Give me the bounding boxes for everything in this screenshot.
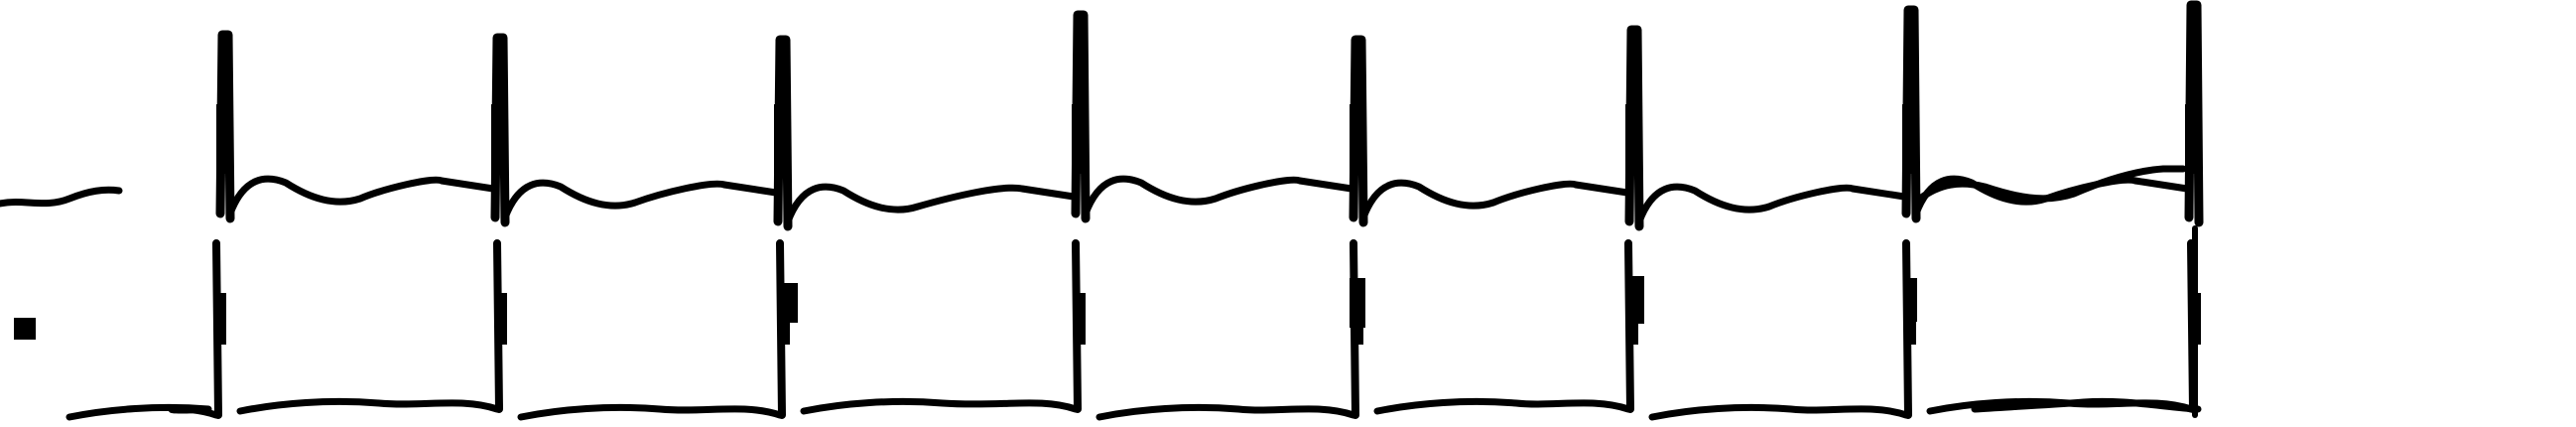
upper-qrs-complex [2185, 104, 2197, 174]
lower-baseline-segment [65, 403, 220, 421]
upper-t-wave [784, 183, 1078, 225]
lower-baseline-segment [517, 403, 784, 421]
upper-qrs-complex [1072, 104, 1084, 174]
trace-artifacts [14, 276, 1917, 340]
upper-t-wave [1635, 183, 1908, 225]
upper-qrs-complex [216, 104, 228, 174]
ink-mark [1630, 276, 1644, 324]
upper-qrs-complex [1350, 104, 1361, 174]
upper-t-wave [1082, 175, 1355, 217]
lower-baseline-segment [800, 397, 1080, 415]
upper-baseline-segment [1916, 165, 2187, 203]
upper-t-wave [501, 179, 780, 221]
lower-qrs-complex [1074, 293, 1086, 345]
upper-qrs-complex [774, 104, 786, 174]
upper-t-wave [1359, 179, 1631, 221]
ink-mark [784, 283, 798, 323]
lower-baseline-segment [1095, 403, 1357, 421]
ink-mark [1903, 278, 1917, 322]
upper-baseline-segment [0, 186, 123, 208]
upper-t-wave [226, 175, 497, 217]
ink-mark [1350, 278, 1365, 328]
upper-lead-trace [0, 0, 2204, 231]
lower-qrs-complex [495, 293, 507, 345]
lower-baseline-segment [1971, 397, 2202, 413]
lower-qrs-complex [214, 293, 226, 345]
lower-lead-trace [65, 225, 2202, 421]
upper-qrs-complex [1625, 104, 1637, 174]
lower-baseline-segment [1373, 397, 1632, 415]
upper-qrs-complex [1902, 104, 1914, 174]
lower-baseline-segment [1648, 403, 1910, 421]
lower-baseline-segment [236, 397, 501, 415]
upper-qrs-complex [491, 104, 503, 174]
ink-mark [14, 318, 36, 340]
